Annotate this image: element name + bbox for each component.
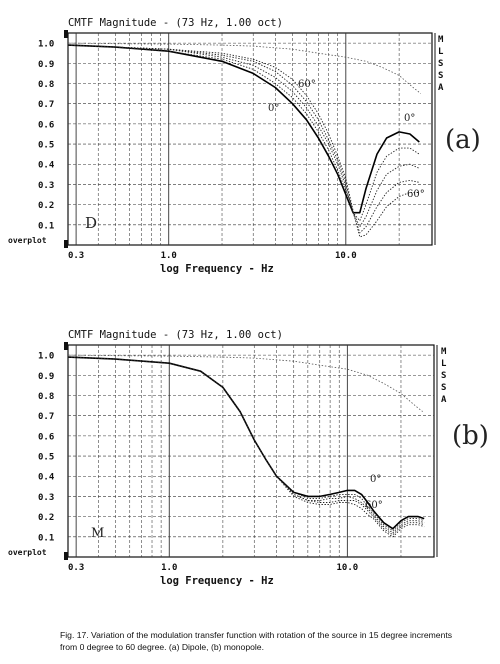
panel-b-mark: M xyxy=(91,526,104,541)
panel-b-corner-marker xyxy=(64,342,68,350)
panel-b-y-tick-label: 0.4 xyxy=(38,473,55,483)
panel-a-angle-annotation: 60° xyxy=(407,189,425,200)
panel-a-mark: D xyxy=(85,214,97,232)
caption-line-1: Fig. 17. Variation of the modulation tra… xyxy=(60,630,452,640)
panel-a-series-line-0 xyxy=(67,44,420,214)
panel-a-series-line-5 xyxy=(67,42,422,94)
panel-b-series-line-4 xyxy=(67,356,425,538)
panel-a-y-tick-label: 0.5 xyxy=(38,141,54,151)
panel-b-side-letter: L xyxy=(441,359,447,369)
panel-b-y-tick-label: 0.3 xyxy=(38,493,54,503)
panel-a-corner-marker xyxy=(64,240,68,248)
panel-b-handwritten-label: (b) xyxy=(452,421,489,451)
panel-a-side-letter: S xyxy=(438,71,443,81)
panel-b-title: CMTF Magnitude - (73 Hz, 1.00 oct) xyxy=(68,329,283,341)
panel-b-side-letter: S xyxy=(441,371,446,381)
caption-line-2: from 0 degree to 60 degree. (a) Dipole, … xyxy=(60,642,264,652)
panel-a-title: CMTF Magnitude - (73 Hz, 1.00 oct) xyxy=(68,17,283,29)
panel-b-y-tick-label: 0.5 xyxy=(38,453,54,463)
panel-b-y-tick-label: 0.1 xyxy=(38,533,54,543)
panel-a-side-letter: A xyxy=(438,83,444,93)
panel-a-y-tick-label: 0.1 xyxy=(38,221,54,231)
panel-b-series-line-2 xyxy=(67,356,425,534)
panel-a-y-tick-label: 0.2 xyxy=(38,201,54,211)
panel-b-overplot-label: overplot xyxy=(8,548,47,557)
panel-a-handwritten-label: (a) xyxy=(445,125,481,155)
panel-b-side-letter: S xyxy=(441,383,446,393)
panel-b-x-tick-label: 0.3 xyxy=(68,563,84,573)
panel-b-y-tick-label: 0.8 xyxy=(38,392,54,402)
panel-a-series-line-1 xyxy=(67,44,420,222)
panel-a-side-letter: L xyxy=(438,47,444,57)
panel-a-series-line-4 xyxy=(67,44,420,238)
panel-b-series-line-0 xyxy=(67,356,425,530)
panel-b-series-line-5 xyxy=(67,354,423,412)
panel-a-corner-marker xyxy=(64,30,68,38)
panel-a-xlabel: log Frequency - Hz xyxy=(160,263,274,275)
panel-b-plot-frame xyxy=(67,344,435,558)
panel-a: CMTF Magnitude - (73 Hz, 1.00 oct) log F… xyxy=(8,17,481,275)
panel-b-series-line-3 xyxy=(67,356,425,536)
panel-b-corner-marker xyxy=(64,552,68,560)
panel-b-angle-annotation: 60° xyxy=(365,500,383,511)
panel-b-xlabel: log Frequency - Hz xyxy=(160,575,274,587)
panel-a-x-tick-label: 10.0 xyxy=(335,251,357,261)
panel-a-y-tick-label: 0.6 xyxy=(38,120,54,130)
panel-a-angle-annotation: 0° xyxy=(404,113,415,124)
panel-a-overplot-label: overplot xyxy=(8,236,47,245)
panel-a-y-tick-label: 0.7 xyxy=(38,100,54,110)
panel-b-y-tick-label: 1.0 xyxy=(38,352,54,362)
panel-a-y-tick-label: 1.0 xyxy=(38,40,54,50)
panel-b-angle-annotation: 0° xyxy=(370,474,381,485)
panel-a-plot-frame xyxy=(67,32,433,246)
panel-b-x-tick-label: 10.0 xyxy=(337,563,359,573)
panel-a-series-line-3 xyxy=(67,44,420,234)
panel-b-y-tick-label: 0.6 xyxy=(38,432,54,442)
panel-a-x-tick-label: 0.3 xyxy=(68,251,84,261)
panel-b-y-tick-label: 0.2 xyxy=(38,513,54,523)
panel-a-y-tick-label: 0.3 xyxy=(38,181,54,191)
panel-a-y-tick-label: 0.4 xyxy=(38,161,55,171)
panel-a-angle-annotation: 60° xyxy=(298,79,316,90)
panel-a-y-tick-label: 0.9 xyxy=(38,60,54,70)
panel-a-y-tick-label: 0.8 xyxy=(38,80,54,90)
panel-b: CMTF Magnitude - (73 Hz, 1.00 oct) log F… xyxy=(8,329,489,587)
panel-a-x-tick-label: 1.0 xyxy=(161,251,177,261)
panel-a-angle-annotation: 0° xyxy=(268,103,279,114)
panel-a-side-letter: M xyxy=(438,35,444,45)
panel-a-series-line-2 xyxy=(67,44,420,228)
panel-b-side-letter: A xyxy=(441,395,447,405)
panel-b-x-tick-label: 1.0 xyxy=(161,563,177,573)
panel-b-side-letter: M xyxy=(441,347,447,357)
panel-b-y-tick-label: 0.9 xyxy=(38,372,54,382)
panel-b-y-tick-label: 0.7 xyxy=(38,412,54,422)
panel-a-side-letter: S xyxy=(438,59,443,69)
